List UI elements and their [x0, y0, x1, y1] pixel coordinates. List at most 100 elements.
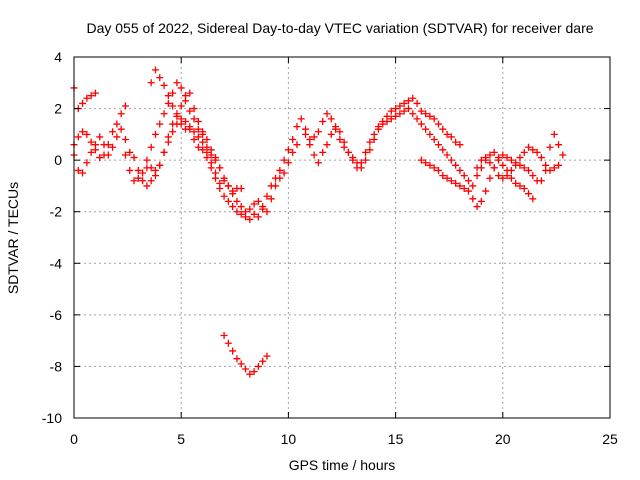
data-point	[525, 143, 533, 151]
data-point	[460, 172, 468, 180]
data-point	[516, 182, 524, 190]
data-point	[422, 110, 430, 118]
data-point	[469, 182, 477, 190]
data-point	[507, 166, 515, 174]
data-point	[121, 151, 129, 159]
data-point	[151, 130, 159, 138]
data-point	[207, 159, 215, 167]
data-point	[439, 146, 447, 154]
data-point	[207, 151, 215, 159]
data-point	[233, 197, 241, 205]
data-point	[284, 159, 292, 167]
data-point	[109, 143, 117, 151]
data-point	[533, 148, 541, 156]
data-point	[169, 128, 177, 136]
data-point	[289, 136, 297, 144]
data-point	[447, 156, 455, 164]
data-point	[456, 166, 464, 174]
data-point	[464, 177, 472, 185]
data-point	[434, 141, 442, 149]
data-point	[194, 143, 202, 151]
grid-lines	[74, 57, 610, 418]
data-point	[250, 210, 258, 218]
data-point	[104, 141, 112, 149]
data-point	[349, 156, 357, 164]
data-point	[194, 125, 202, 133]
data-point	[396, 110, 404, 118]
data-point	[559, 151, 567, 159]
data-point	[237, 210, 245, 218]
data-point	[272, 182, 280, 190]
data-point	[160, 81, 168, 89]
data-point	[151, 66, 159, 74]
data-point	[550, 130, 558, 138]
data-point	[469, 195, 477, 203]
data-point	[169, 102, 177, 110]
data-point	[409, 94, 417, 102]
x-tick-label: 15	[388, 431, 404, 447]
data-point	[199, 130, 207, 138]
data-point	[194, 117, 202, 125]
data-point	[525, 166, 533, 174]
data-point	[452, 138, 460, 146]
data-point	[383, 117, 391, 125]
data-point	[216, 179, 224, 187]
data-point	[126, 148, 134, 156]
data-point	[164, 92, 172, 100]
data-point	[327, 115, 335, 123]
data-point	[443, 151, 451, 159]
data-point	[306, 141, 314, 149]
data-point	[130, 154, 138, 162]
data-point	[233, 208, 241, 216]
data-point	[357, 159, 365, 167]
data-point	[212, 156, 220, 164]
data-point	[181, 97, 189, 105]
data-point	[409, 110, 417, 118]
data-point	[113, 120, 121, 128]
data-point	[242, 208, 250, 216]
data-point	[229, 190, 237, 198]
data-point	[177, 102, 185, 110]
data-point	[190, 105, 198, 113]
y-axis-label: SDTVAR / TECUs	[5, 182, 21, 294]
data-point	[126, 166, 134, 174]
data-point	[520, 185, 528, 193]
data-point	[276, 166, 284, 174]
y-tick-label: 2	[54, 101, 62, 117]
y-tick-label: 0	[54, 152, 62, 168]
data-point	[310, 151, 318, 159]
axis-ticks	[73, 56, 611, 419]
data-point	[212, 169, 220, 177]
data-point	[456, 141, 464, 149]
data-point	[499, 174, 507, 182]
data-point	[117, 110, 125, 118]
data-point	[181, 125, 189, 133]
data-point	[139, 177, 147, 185]
series-track-f	[220, 331, 271, 378]
data-point	[259, 203, 267, 211]
data-point	[293, 141, 301, 149]
data-point	[529, 172, 537, 180]
data-point	[194, 133, 202, 141]
data-point	[443, 130, 451, 138]
data-point	[482, 154, 490, 162]
data-point	[546, 166, 554, 174]
data-point	[143, 182, 151, 190]
data-point	[263, 208, 271, 216]
data-point	[246, 215, 254, 223]
data-point	[482, 187, 490, 195]
data-point	[220, 331, 228, 339]
data-point	[413, 99, 421, 107]
y-tick-label: -2	[50, 204, 63, 220]
data-point	[353, 164, 361, 172]
data-point	[392, 112, 400, 120]
data-point	[186, 123, 194, 131]
data-point	[302, 130, 310, 138]
data-point	[121, 136, 129, 144]
x-axis-tick-labels: 0 5 10 15 20 25	[70, 431, 618, 447]
data-point	[186, 107, 194, 115]
data-point	[224, 339, 232, 347]
data-point	[486, 174, 494, 182]
data-point	[203, 136, 211, 144]
data-point	[237, 203, 245, 211]
